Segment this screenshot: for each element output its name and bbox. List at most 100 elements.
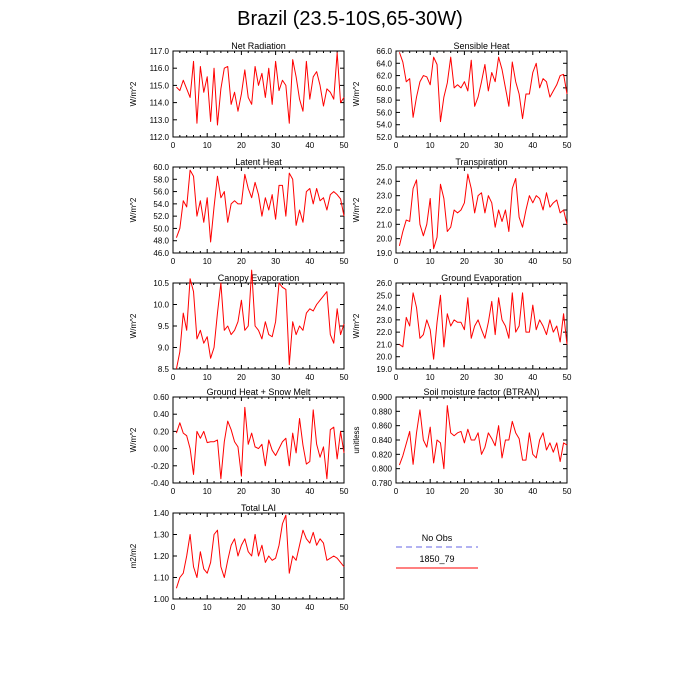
y-tick-label: -0.20 <box>151 462 170 471</box>
x-tick-label: 20 <box>460 373 469 382</box>
x-tick-label: 50 <box>563 257 572 266</box>
x-tick-label: 0 <box>394 373 399 382</box>
x-tick-label: 30 <box>494 373 503 382</box>
y-axis-label: W/m^2 <box>129 81 138 106</box>
y-tick-label: 22.0 <box>376 328 392 337</box>
y-tick-label: 0.860 <box>372 422 393 431</box>
series-line-canopy-evaporation <box>175 269 345 370</box>
plot-frame <box>395 396 568 484</box>
y-tick-label: 58.0 <box>153 175 169 184</box>
chart-title: Ground Heat + Snow Melt <box>207 387 311 397</box>
x-tick-label: 30 <box>271 373 280 382</box>
y-tick-label: 54.0 <box>376 121 392 130</box>
x-tick-label: 10 <box>203 603 212 612</box>
x-tick-label: 0 <box>171 603 176 612</box>
chart-panel-latent-heat: Latent Heat 46.0 48.0 50.0 52.0 54.0 56.0 58.0 6… <box>129 157 349 266</box>
series-line-net-radiation <box>176 52 345 126</box>
x-tick-label: 40 <box>305 141 314 150</box>
y-tick-label: 116.0 <box>150 64 170 73</box>
x-tick-label: 0 <box>171 373 176 382</box>
x-tick-label: 30 <box>494 257 503 266</box>
legend-label: 1850_79 <box>419 554 454 564</box>
x-tick-label: 50 <box>340 141 349 150</box>
x-tick-label: 20 <box>237 603 246 612</box>
y-tick-label: 114.0 <box>150 99 170 108</box>
chart-title: Latent Heat <box>235 157 282 167</box>
y-tick-label: 112.0 <box>150 133 170 142</box>
x-tick-label: 50 <box>563 373 572 382</box>
y-tick-label: 26.0 <box>376 279 392 288</box>
x-tick-label: 50 <box>563 487 572 496</box>
x-tick-label: 10 <box>203 257 212 266</box>
y-axis-label: unitless <box>352 426 361 453</box>
chart-panel-total-lai: Total LAI 1.00 1.10 1.20 1.30 1.40 0 10 20 30 40 50… <box>129 503 349 612</box>
x-tick-label: 40 <box>528 141 537 150</box>
y-tick-label: 24.0 <box>376 304 392 313</box>
x-tick-label: 40 <box>305 487 314 496</box>
x-tick-label: 20 <box>460 487 469 496</box>
y-tick-label: 19.0 <box>376 249 392 258</box>
series-line-total-lai <box>175 514 345 589</box>
y-tick-label: 46.0 <box>153 249 169 258</box>
y-tick-label: 9.5 <box>158 322 170 331</box>
x-tick-label: 10 <box>203 373 212 382</box>
plot-frame <box>172 282 345 370</box>
x-tick-label: 40 <box>305 257 314 266</box>
y-axis-label: W/m^2 <box>129 197 138 222</box>
y-tick-label: 20.0 <box>376 235 392 244</box>
x-tick-label: 0 <box>394 487 399 496</box>
y-tick-label: 0.780 <box>372 479 393 488</box>
y-tick-label: 60.0 <box>153 163 169 172</box>
chart-panel-transpiration: Transpiration 19.0 20.0 21.0 22.0 23.0 24.0 25.… <box>352 157 572 266</box>
x-tick-label: 30 <box>494 487 503 496</box>
y-tick-label: 19.0 <box>376 365 392 374</box>
x-tick-label: 30 <box>494 141 503 150</box>
plot-frame <box>172 50 345 138</box>
x-tick-label: 20 <box>237 373 246 382</box>
y-tick-label: 1.40 <box>153 509 169 518</box>
y-tick-label: 8.5 <box>158 365 170 374</box>
chart-title: Total LAI <box>241 503 276 513</box>
y-tick-label: 23.0 <box>376 316 392 325</box>
series-line-latent-heat <box>175 169 345 243</box>
x-tick-label: 10 <box>426 257 435 266</box>
chart-panel-net-radiation: Net Radiation 112.0 113.0 114.0 115.0 116.0 11… <box>129 41 349 150</box>
series-line-ground-heat-snow-melt <box>175 406 345 480</box>
x-tick-label: 0 <box>394 257 399 266</box>
x-tick-label: 10 <box>426 373 435 382</box>
chart-panel-ground-heat-snow-melt: Ground Heat + Snow Melt -0.40 -0.20 0.00 0.2… <box>129 387 349 496</box>
x-tick-label: 0 <box>171 257 176 266</box>
y-tick-label: -0.40 <box>151 479 170 488</box>
y-tick-label: 56.0 <box>376 108 392 117</box>
y-tick-label: 48.0 <box>153 237 169 246</box>
y-tick-label: 54.0 <box>153 200 169 209</box>
x-tick-label: 50 <box>563 141 572 150</box>
series-line-ground-evaporation <box>399 292 568 360</box>
x-tick-label: 40 <box>305 603 314 612</box>
y-tick-label: 20.0 <box>376 353 392 362</box>
x-tick-label: 50 <box>340 257 349 266</box>
y-tick-label: 52.0 <box>376 133 392 142</box>
series-line-soil-moisture-factor-btran <box>398 405 568 470</box>
chart-title: Net Radiation <box>231 41 286 51</box>
x-tick-label: 10 <box>203 487 212 496</box>
plot-frame <box>395 282 568 370</box>
x-tick-label: 50 <box>340 487 349 496</box>
y-tick-label: 117.0 <box>150 47 170 56</box>
x-tick-label: 20 <box>460 257 469 266</box>
x-tick-label: 20 <box>237 257 246 266</box>
x-tick-label: 10 <box>426 487 435 496</box>
y-tick-label: 1.00 <box>153 595 169 604</box>
y-tick-label: 62.0 <box>376 72 392 81</box>
x-tick-label: 40 <box>528 373 537 382</box>
y-tick-label: 0.40 <box>153 410 169 419</box>
y-tick-label: 1.10 <box>153 574 169 583</box>
y-tick-label: 23.0 <box>376 192 392 201</box>
x-tick-label: 20 <box>237 487 246 496</box>
x-tick-label: 30 <box>271 257 280 266</box>
x-tick-label: 30 <box>271 603 280 612</box>
page-title: Brazil (23.5-10S,65-30W) <box>237 8 463 30</box>
chart-panel-canopy-evaporation: Canopy Evaporation 8.5 9.0 9.5 10.0 10.5 0 10 20… <box>129 269 349 382</box>
chart-title: Sensible Heat <box>453 41 510 51</box>
